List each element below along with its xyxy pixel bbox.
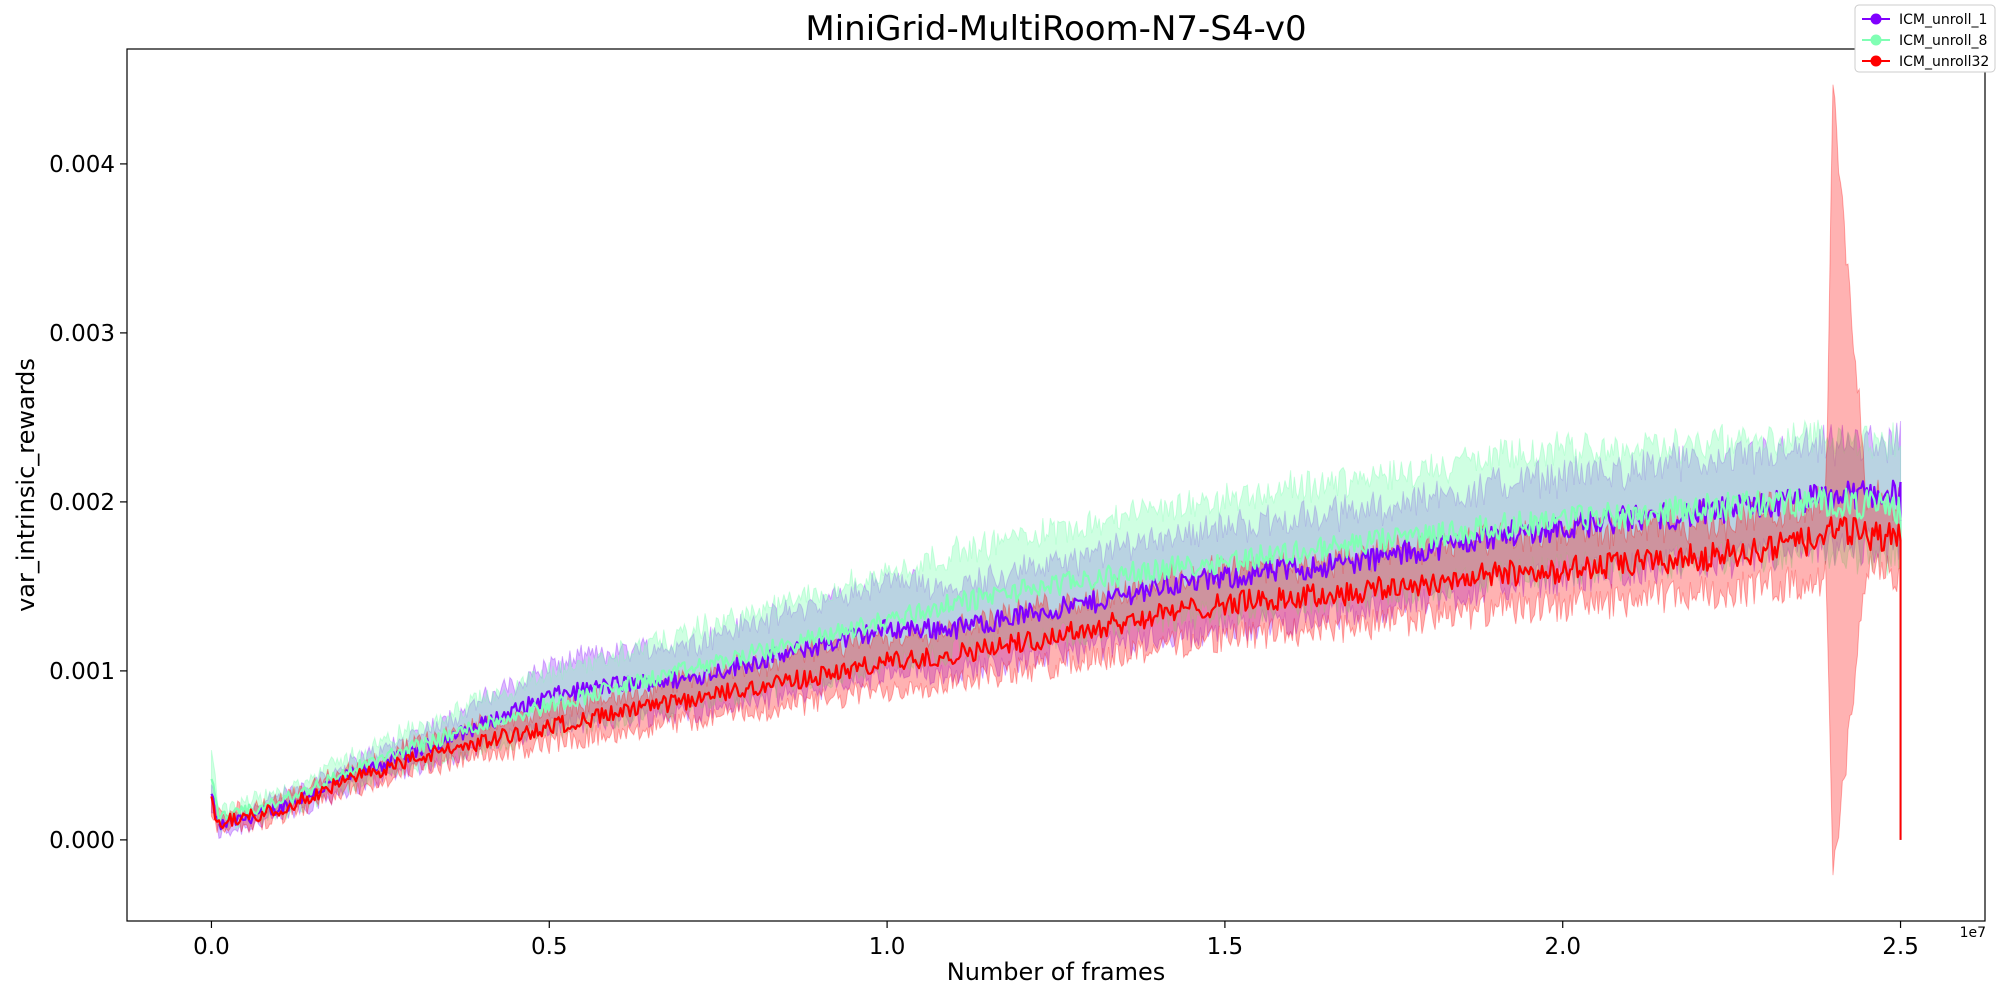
- x-tick-label: 1.5: [1207, 934, 1244, 960]
- x-tick-label: 0.0: [193, 934, 230, 960]
- y-axis-label: var_intrinsic_rewards: [12, 358, 40, 612]
- x-axis-ticks: 0.0 0.5 1.0 1.5 2.0 2.5: [193, 921, 1919, 960]
- legend-marker-icm-unroll-8: [1870, 34, 1882, 46]
- x-axis-label: Number of frames: [947, 958, 1165, 986]
- legend-marker-icm-unroll32: [1870, 55, 1882, 67]
- y-tick-label: 0.003: [49, 321, 115, 347]
- y-tick-label: 0.000: [49, 828, 115, 854]
- legend-label-icm-unroll-1: ICM_unroll_1: [1899, 12, 1987, 28]
- chart-title: MiniGrid-MultiRoom-N7-S4-v0: [805, 9, 1306, 49]
- legend-box: [1854, 4, 1996, 73]
- x-tick-label: 1.0: [869, 934, 906, 960]
- y-tick-label: 0.001: [49, 659, 115, 685]
- legend-marker-icm-unroll-1: [1870, 13, 1882, 25]
- legend: ICM_unroll_1 ICM_unroll_8 ICM_unroll32: [1854, 4, 1996, 73]
- y-tick-label: 0.004: [49, 152, 115, 178]
- line-icm-unroll32: [210, 516, 1902, 829]
- y-tick-label: 0.002: [49, 490, 115, 516]
- x-axis-offset: 1e7: [1960, 925, 1986, 941]
- legend-label-icm-unroll32: ICM_unroll32: [1899, 54, 1989, 70]
- legend-entry-icm-unroll32: ICM_unroll32: [1862, 54, 1989, 70]
- legend-entries: ICM_unroll_1 ICM_unroll_8 ICM_unroll32: [1862, 12, 1989, 70]
- series-lines: [210, 479, 1902, 840]
- legend-entry-icm-unroll-1: ICM_unroll_1: [1862, 12, 1987, 28]
- legend-entry-icm-unroll-8: ICM_unroll_8: [1862, 33, 1987, 49]
- plot-frame: [126, 48, 1986, 922]
- x-tick-label: 2.0: [1544, 934, 1581, 960]
- legend-label-icm-unroll-8: ICM_unroll_8: [1899, 33, 1987, 49]
- line-icm-unroll-1: [210, 479, 1902, 831]
- line-icm-unroll-8: [210, 486, 1902, 824]
- x-tick-label: 2.5: [1882, 934, 1919, 960]
- x-tick-label: 0.5: [531, 934, 568, 960]
- y-axis-ticks: 0.000 0.001 0.002 0.003 0.004: [49, 152, 127, 854]
